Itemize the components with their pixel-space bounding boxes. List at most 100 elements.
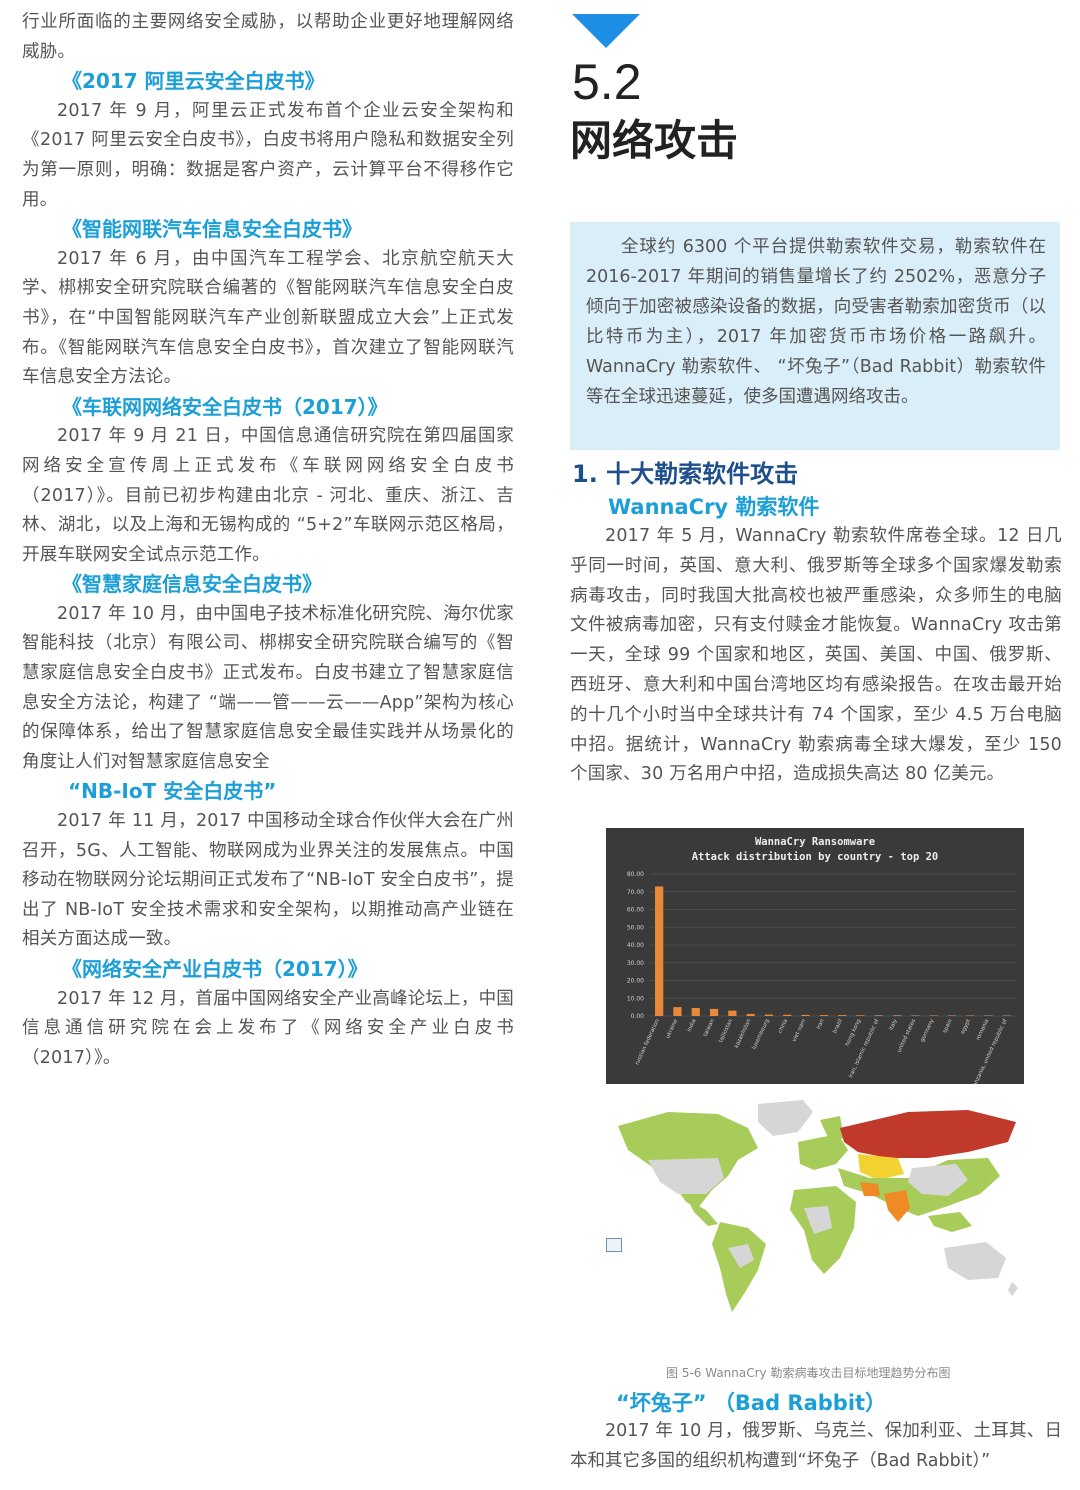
badrabbit-heading: “坏兔子” （Bad Rabbit） <box>616 1391 887 1415</box>
chevron-down-icon <box>572 14 640 48</box>
wannacry-paragraph: 2017 年 5 月，WannaCry 勒索软件席卷全球。12 日几乎同一时间，… <box>570 526 1062 785</box>
figure-caption: 图 5-6 WannaCry 勒索病毒攻击目标地理趋势分布图 <box>666 1366 951 1380</box>
chart-svg: WannaCry Ransomware Attack distribution … <box>627 836 1016 1089</box>
book-description: 2017 年 9 月 21 日，中国信息通信研究院在第四届国家网络安全宣传周上正… <box>22 426 514 565</box>
chart-y-tick-label: 20.00 <box>627 978 644 985</box>
badrabbit-text: 2017 年 10 月，俄罗斯、乌克兰、保加利亚、土耳其、日本和其它多国的组织机… <box>570 1416 1062 1476</box>
book-description: 2017 年 10 月，由中国电子技术标准化研究院、海尔优家智能科技（北京）有限… <box>22 603 514 772</box>
chart-bar <box>746 1013 755 1016</box>
chart-x-tick-label: tanzania, united republic of <box>971 1017 1009 1084</box>
right-column: 5.2 网络攻击 全球约 6300 个平台提供勒索软件交易，勒索软件在 2016… <box>570 0 1062 1490</box>
chart-x-tick-label: hong kong <box>845 1018 863 1047</box>
map-region-new-zealand <box>1008 1282 1018 1296</box>
book-description: 2017 年 12 月，首届中国网络安全产业高峰论坛上，中国信息通信研究院在会上… <box>22 988 514 1068</box>
chart-x-tick-label: ukraine <box>665 1018 679 1040</box>
book-title: 《智能网联汽车信息安全白皮书》 <box>62 217 362 242</box>
chart-y-tick-label: 60.00 <box>627 907 644 914</box>
world-map-svg <box>618 1100 1018 1312</box>
map-region-china <box>908 1164 968 1196</box>
chart-x-tick-label: iran <box>816 1018 826 1031</box>
chart-x-tick-label: india <box>686 1018 697 1033</box>
map-region-central-america <box>688 1200 718 1226</box>
book-title: “NB-IoT 安全白皮书” <box>68 779 277 804</box>
chart-x-tick-label: brazil <box>832 1018 844 1035</box>
badrabbit-paragraph: 2017 年 10 月，俄罗斯、乌克兰、保加利亚、土耳其、日本和其它多国的组织机… <box>570 1421 1062 1471</box>
summary-text: 全球约 6300 个平台提供勒索软件交易，勒索软件在 2016-2017 年期间… <box>586 237 1046 407</box>
book-description: 2017 年 6 月，由中国汽车工程学会、北京航空航天大学、梆梆安全研究院联合编… <box>22 248 514 388</box>
book-description: 2017 年 11 月，2017 中国移动全球合作伙伴大会在广州召开，5G、人工… <box>22 811 514 950</box>
chart-bar <box>783 1014 792 1016</box>
world-map <box>608 1098 1026 1320</box>
map-region-usa <box>648 1158 724 1194</box>
wannacry-text: 2017 年 5 月，WannaCry 勒索软件席卷全球。12 日几乎同一时间，… <box>570 522 1062 790</box>
chart-y-tick-label: 0.00 <box>631 1013 645 1020</box>
chart-bar <box>709 1008 719 1016</box>
chart-x-tick-label: romania <box>975 1018 990 1041</box>
book-title: 《智慧家庭信息安全白皮书》 <box>62 572 322 597</box>
chart-bar <box>819 1015 828 1016</box>
chart-bar <box>764 1014 774 1016</box>
chart-x-tick-label: tajikistan <box>718 1018 734 1044</box>
chart-bar <box>911 1015 920 1016</box>
map-region-scandinavia <box>820 1116 844 1142</box>
chart-bar <box>966 1015 975 1016</box>
map-region-australia <box>944 1242 1006 1280</box>
summary-box: 全球约 6300 个平台提供勒索软件交易，勒索软件在 2016-2017 年期间… <box>570 222 1060 450</box>
chart-bar <box>728 1010 737 1016</box>
chart-bar <box>838 1015 847 1016</box>
chart-bar <box>929 1015 938 1016</box>
chart-subtitle: Attack distribution by country - top 20 <box>692 851 939 863</box>
chart-x-tick-label: kazakhstan <box>734 1018 753 1049</box>
book-title: 《网络安全产业白皮书（2017）》 <box>62 957 368 981</box>
chart-bar <box>984 1015 993 1016</box>
wannacry-heading: WannaCry 勒索软件 <box>608 495 820 519</box>
chart-y-axis: 0.00 10.00 20.00 30.00 40.00 50.00 60.00 70.00 8… <box>627 871 644 1020</box>
map-region-africa-gray <box>804 1206 832 1234</box>
left-column: 行业所面临的主要网络安全威胁，以帮助企业更好地理解网络威胁。 《2017 阿里云… <box>22 8 514 1073</box>
book-title: 《车联网网络安全白皮书（2017）》 <box>62 394 388 419</box>
chart-x-tick-label: spain <box>942 1018 954 1034</box>
map-region-greenland <box>758 1100 813 1136</box>
chart-y-tick-label: 40.00 <box>627 942 644 949</box>
map-region-india <box>884 1190 910 1222</box>
book-title: 《2017 阿里云安全白皮书》 <box>62 69 325 94</box>
section-number: 5.2 <box>572 54 642 110</box>
chart-bar <box>673 1007 682 1016</box>
chart-bar <box>856 1015 865 1016</box>
attack-distribution-chart: WannaCry Ransomware Attack distribution … <box>606 828 1024 1089</box>
chart-x-tick-label: germany <box>920 1018 936 1043</box>
book-description: 2017 年 9 月，阿里云正式发布首个企业云安全架构和《2017 阿里云安全白… <box>22 100 514 210</box>
chart-x-tick-label: russian federation <box>634 1018 661 1066</box>
map-region-europe <box>798 1134 848 1170</box>
chart-x-tick-label: taiwan <box>703 1018 716 1038</box>
chart-y-tick-label: 30.00 <box>627 960 644 967</box>
chart-bar <box>874 1015 883 1016</box>
chart-bar <box>691 1008 700 1016</box>
chart-bar <box>892 1015 902 1016</box>
map-region-south-america-gray <box>728 1244 754 1268</box>
chart-title: WannaCry Ransomware <box>755 836 875 848</box>
map-region-russia <box>840 1110 1016 1158</box>
chart-grid <box>650 873 1016 1017</box>
chart-x-axis: russian federation ukraine india taiwan taji… <box>634 1017 1009 1089</box>
chart-y-tick-label: 10.00 <box>627 995 644 1002</box>
chart-x-tick-label: viet nam <box>792 1018 808 1043</box>
chart-y-tick-label: 50.00 <box>627 924 644 931</box>
chart-y-tick-label: 70.00 <box>627 889 644 896</box>
chart-x-tick-label: china <box>777 1018 789 1034</box>
map-region-south-america <box>712 1222 766 1312</box>
map-region-southeast-asia <box>928 1212 972 1232</box>
chart-bar <box>947 1015 957 1016</box>
chart-bar <box>655 886 664 1016</box>
chart-bar <box>1002 1015 1011 1016</box>
chart-bars <box>655 886 1011 1016</box>
chart-x-tick-label: italy <box>888 1018 899 1032</box>
chart-x-tick-label: united states <box>896 1018 917 1053</box>
map-legend-icon <box>606 1238 622 1252</box>
chart-bar <box>801 1014 810 1016</box>
map-region-iran <box>860 1182 880 1196</box>
map-region-central-asia <box>858 1154 904 1180</box>
intro-paragraph: 行业所面临的主要网络安全威胁，以帮助企业更好地理解网络威胁。 <box>22 12 514 62</box>
chart-y-tick-label: 80.00 <box>627 871 644 878</box>
chart-x-tick-label: luxembourg <box>751 1018 770 1050</box>
